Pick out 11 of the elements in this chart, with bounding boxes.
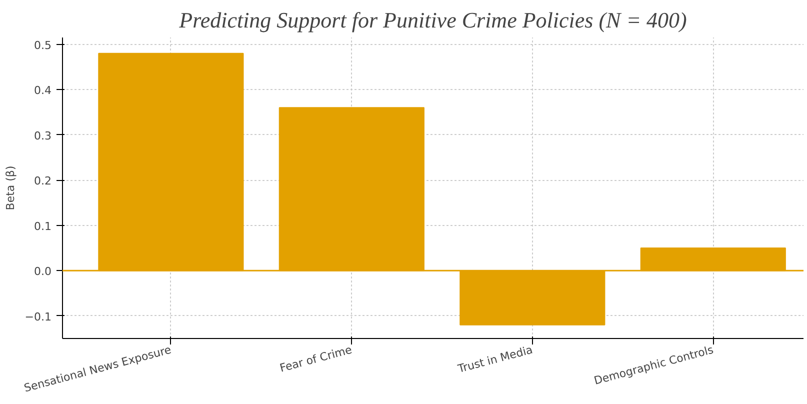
x-tick-label: Trust in Media — [456, 343, 534, 376]
x-tick-label: Fear of Crime — [278, 343, 354, 375]
y-tick-label: 0.1 — [34, 220, 52, 233]
y-tick-label: −0.1 — [24, 310, 52, 324]
y-tick-label: 0.3 — [34, 129, 52, 142]
y-tick-label: 0.0 — [34, 265, 52, 278]
y-tick-label: 0.4 — [34, 84, 52, 98]
y-tick-label: 0.2 — [34, 174, 52, 188]
y-tick-label: 0.5 — [34, 38, 52, 52]
y-axis-title: Beta (β) — [4, 166, 17, 210]
chart-title: Predicting Support for Punitive Crime Policies (N = 400) — [178, 8, 687, 32]
